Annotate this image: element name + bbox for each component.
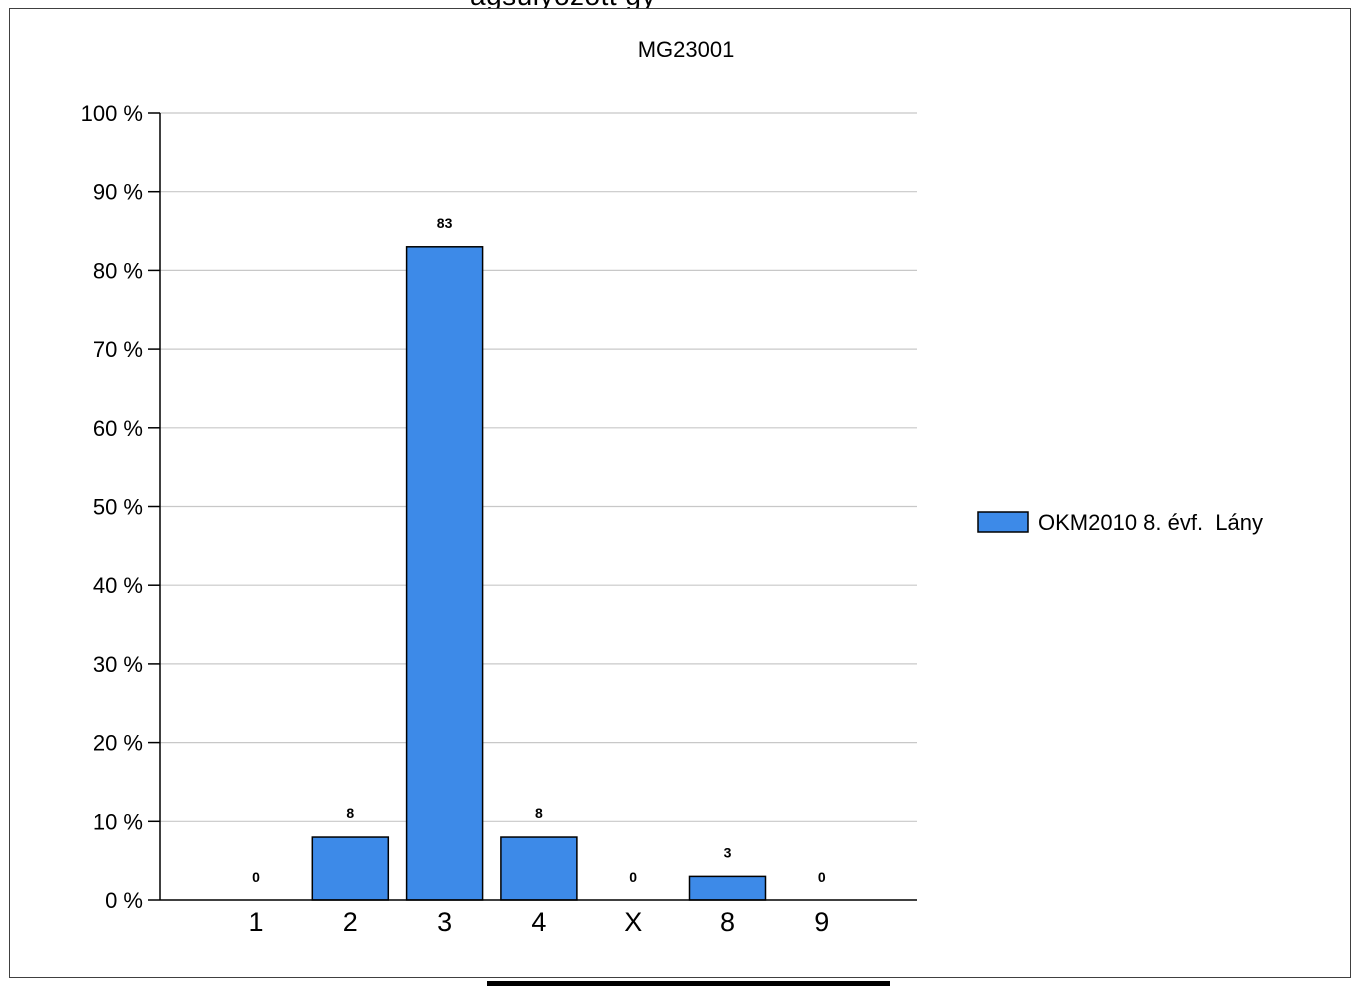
clipped-heading: ágsúlyozott gy [0, 0, 1355, 8]
chart-frame [9, 8, 1351, 978]
legend-label: OKM2010 8. évf. Lány [1038, 510, 1263, 535]
x-tick-label: 9 [814, 907, 829, 937]
data-label: 0 [252, 869, 260, 885]
x-tick-label: 8 [720, 907, 735, 937]
bar [311, 836, 390, 901]
y-tick-label: 10 % [93, 809, 143, 834]
data-label: 83 [437, 215, 453, 231]
x-tick-label: 3 [437, 907, 452, 937]
data-label: 8 [535, 805, 543, 821]
bar [688, 875, 767, 901]
y-tick-label: 70 % [93, 337, 143, 362]
x-tick-label: 1 [248, 907, 263, 937]
chart-title: MG23001 [638, 37, 735, 62]
y-tick-label: 60 % [93, 416, 143, 441]
labels: 0 % 10 % 20 % 30 % 40 % 50 % 60 % 70 % 80 % 90 % 1… [81, 101, 830, 937]
y-tick-label: 100 % [81, 101, 143, 126]
data-label: 0 [818, 869, 826, 885]
y-tick-label: 50 % [93, 495, 143, 520]
bar [405, 246, 484, 901]
bar [500, 836, 578, 901]
x-tick-label: X [624, 907, 642, 937]
y-tick-label: 80 % [93, 258, 143, 283]
gridlines [160, 112, 917, 822]
y-tick-label: 90 % [93, 180, 143, 205]
bottom-tab [487, 981, 890, 986]
legend: OKM2010 8. évf. Lány [977, 510, 1263, 535]
y-tick-label: 30 % [93, 652, 143, 677]
y-tick-label: 0 % [105, 888, 143, 913]
data-label: 8 [346, 805, 354, 821]
bars [311, 246, 767, 901]
data-label: 0 [629, 869, 637, 885]
legend-swatch [977, 511, 1029, 533]
data-label: 3 [724, 844, 732, 860]
x-tick-label: 2 [343, 907, 358, 937]
y-tick-label: 20 % [93, 731, 143, 756]
x-tick-label: 4 [531, 907, 546, 937]
axes [148, 112, 917, 901]
y-tick-label: 40 % [93, 573, 143, 598]
